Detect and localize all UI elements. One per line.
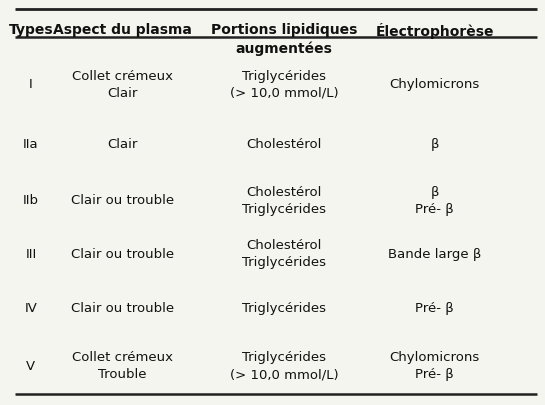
Text: Triglycérides
(> 10,0 mmol/L): Triglycérides (> 10,0 mmol/L) [229,351,338,381]
Text: Collet crémeux
Trouble: Collet crémeux Trouble [72,351,173,381]
Text: Clair ou trouble: Clair ou trouble [71,194,174,207]
Text: Cholestérol
Triglycérides: Cholestérol Triglycérides [242,239,326,269]
Text: Portions lipidiques
augmentées: Portions lipidiques augmentées [211,23,357,56]
Text: Cholestérol
Triglycérides: Cholestérol Triglycérides [242,185,326,215]
Text: Triglycérides: Triglycérides [242,302,326,315]
Text: Clair ou trouble: Clair ou trouble [71,302,174,315]
Text: I: I [29,78,33,91]
Text: Électrophorèse: Électrophorèse [376,23,494,39]
Text: Bande large β: Bande large β [388,248,481,261]
Text: Clair: Clair [107,138,137,151]
Text: IIb: IIb [23,194,39,207]
Text: β
Pré- β: β Pré- β [415,185,454,215]
Text: β: β [431,138,439,151]
Text: IV: IV [25,302,37,315]
Text: Collet crémeux
Clair: Collet crémeux Clair [72,70,173,100]
Text: III: III [25,248,37,261]
Text: IIa: IIa [23,138,39,151]
Text: Cholestérol: Cholestérol [246,138,322,151]
Text: Triglycérides
(> 10,0 mmol/L): Triglycérides (> 10,0 mmol/L) [229,70,338,100]
Text: Pré- β: Pré- β [415,302,454,315]
Text: Aspect du plasma: Aspect du plasma [53,23,192,37]
Text: Clair ou trouble: Clair ou trouble [71,248,174,261]
Text: Chylomicrons: Chylomicrons [390,78,480,91]
Text: Types: Types [9,23,53,37]
Text: Chylomicrons
Pré- β: Chylomicrons Pré- β [390,351,480,381]
Text: V: V [26,360,35,373]
